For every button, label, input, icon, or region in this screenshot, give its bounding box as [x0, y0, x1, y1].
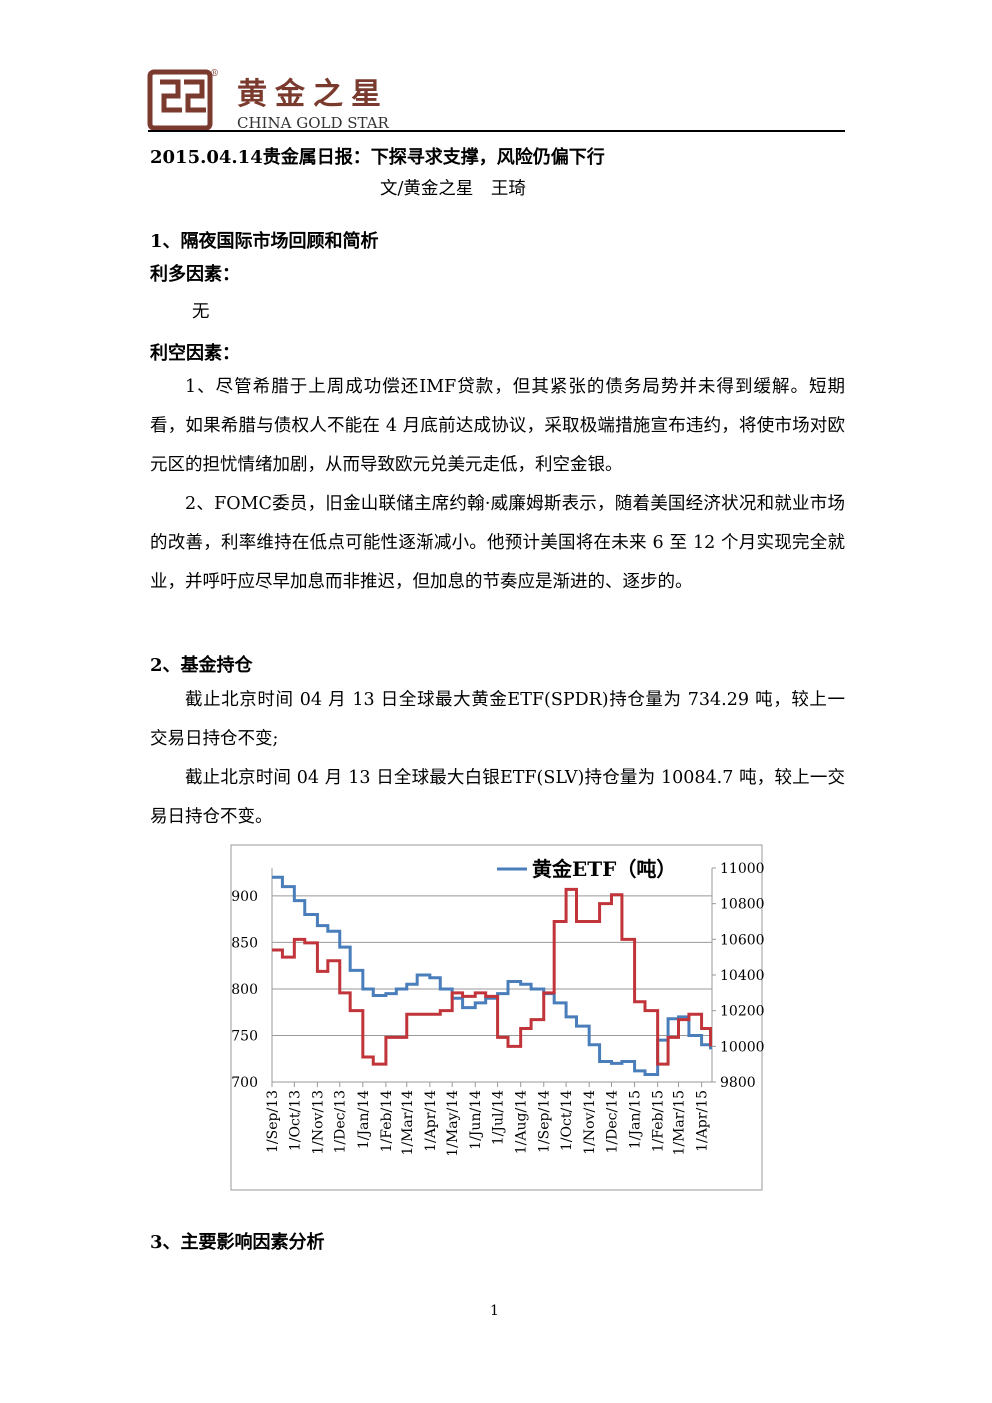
x-tick-label: 1/Jan/15 — [628, 1090, 644, 1149]
y-tick-label: 900 — [231, 889, 258, 905]
subheading: 利空因素： — [150, 343, 240, 364]
x-tick-label: 1/Sep/14 — [537, 1090, 553, 1153]
section-heading: 3、主要影响因素分析 — [150, 1232, 325, 1253]
y2-tick-label: 10200 — [720, 1004, 765, 1020]
chart-frame — [230, 844, 763, 1191]
x-tick-label: 1/Feb/15 — [651, 1090, 667, 1152]
x-tick-label: 1/Oct/14 — [559, 1090, 575, 1151]
section-heading: 2、基金持仓 — [150, 655, 253, 676]
byline: 文/黄金之星 王琦 — [380, 179, 526, 199]
paragraph: 1、尽管希腊于上周成功偿还IMF贷款，但其紧张的债务局势并未得到缓解。短期看，如… — [150, 377, 845, 475]
x-tick-label: 1/Aug/14 — [514, 1090, 530, 1154]
legend-label: 黄金ETF（吨） — [532, 857, 676, 881]
section-heading: 1、隔夜国际市场回顾和简析 — [150, 231, 379, 252]
x-tick-label: 1/Mar/15 — [671, 1090, 687, 1156]
x-tick-label: 1/Oct/13 — [287, 1090, 303, 1151]
logo-name: 黄金之星 — [237, 77, 389, 112]
title: 2015.04.14贵金属日报：下探寻求支撑，风险仍偏下行 — [150, 147, 605, 168]
page-number: 1 — [490, 1303, 499, 1319]
paragraph: 无 — [192, 302, 210, 322]
logo-icon — [147, 69, 213, 131]
data-line — [272, 887, 713, 1066]
x-tick-label: 1/Dec/14 — [604, 1090, 620, 1154]
y2-tick-label: 10600 — [720, 932, 765, 948]
x-tick-label: 1/Sep/13 — [265, 1090, 281, 1153]
y2-tick-label: 10400 — [720, 968, 765, 984]
registered-mark: ® — [210, 69, 219, 79]
x-tick-label: 1/Jul/14 — [491, 1090, 507, 1145]
x-tick-label: 1/Feb/14 — [379, 1090, 395, 1152]
x-tick-label: 1/Apr/15 — [695, 1090, 711, 1152]
data-line — [272, 875, 713, 1077]
paragraph: 截止北京时间 04 月 13 日全球最大黄金ETF(SPDR)持仓量为 734.… — [150, 690, 845, 749]
y2-tick-label: 10000 — [720, 1039, 765, 1055]
x-tick-label: 1/Nov/13 — [310, 1090, 326, 1155]
x-tick-label: 1/Nov/14 — [582, 1090, 598, 1155]
y-tick-label: 700 — [231, 1075, 258, 1091]
paragraph: 2、FOMC委员，旧金山联储主席约翰·威廉姆斯表示，随着美国经济状况和就业市场的… — [150, 494, 845, 592]
y2-tick-label: 9800 — [720, 1075, 756, 1091]
subheading: 利多因素： — [150, 264, 240, 285]
y-tick-label: 750 — [231, 1028, 258, 1044]
x-tick-label: 1/May/14 — [445, 1090, 461, 1157]
x-tick-label: 1/Apr/14 — [423, 1090, 439, 1152]
x-tick-label: 1/Jun/14 — [468, 1090, 484, 1150]
x-tick-label: 1/Dec/13 — [333, 1090, 349, 1154]
y2-tick-label: 11000 — [720, 861, 765, 877]
logo: ® 黄金之星 CHINA GOLD STAR — [147, 69, 845, 132]
y-tick-label: 800 — [231, 982, 258, 998]
x-tick-label: 1/Jan/14 — [356, 1090, 372, 1149]
x-tick-label: 1/Mar/14 — [400, 1090, 416, 1156]
logo-english: CHINA GOLD STAR — [237, 114, 390, 132]
y2-tick-label: 10800 — [720, 897, 765, 913]
y-tick-label: 850 — [231, 935, 258, 951]
paragraph: 截止北京时间 04 月 13 日全球最大白银ETF(SLV)持仓量为 10084… — [150, 768, 845, 827]
